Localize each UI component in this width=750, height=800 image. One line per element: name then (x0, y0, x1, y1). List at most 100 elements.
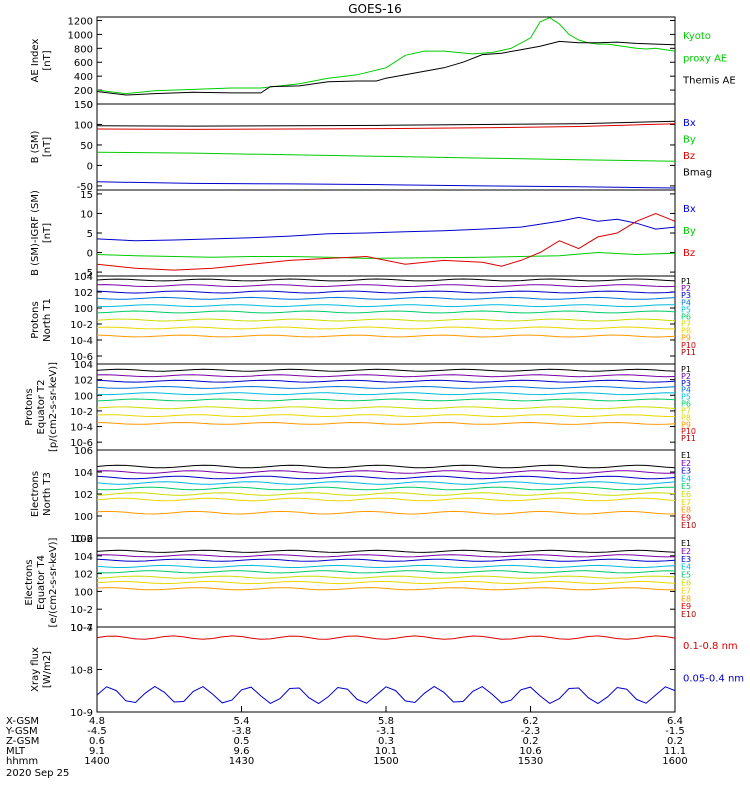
ephemeris-value: 0.2 (523, 736, 539, 747)
legend-b: Bz (683, 151, 695, 162)
legend-pe: P6 (681, 400, 691, 409)
legend-ee: E7 (681, 586, 691, 595)
ytick-label-en: 106 (74, 446, 93, 457)
legend-pn: P4 (681, 298, 691, 307)
legend-pe: P4 (681, 386, 691, 395)
legend-dbrf: Bz (683, 248, 695, 259)
ytick-label-ee: 10-4 (70, 623, 93, 634)
ephemeris-label: Y-GSM (5, 726, 38, 737)
legend-ee: E8 (681, 594, 691, 603)
xray-long-line (96, 635, 676, 640)
flux-line-pn-4 (96, 304, 675, 308)
flux-line-ee-0 (96, 549, 676, 553)
ylabel-pn: North T1 (42, 298, 53, 342)
ytick-label-ee: 104 (74, 552, 93, 563)
panel-frame-ae (96, 16, 676, 105)
ephemeris-value: 6.2 (523, 716, 539, 727)
flux-line-pn-0 (96, 278, 676, 282)
ytick-label-ae: 200 (74, 86, 93, 97)
legend-pe: P8 (681, 413, 691, 422)
legend-en: E1 (681, 451, 691, 460)
ephemeris-value: -3.1 (376, 726, 396, 737)
legend-b: Bmag (683, 168, 712, 179)
ephemeris-label: hhmm (6, 756, 38, 767)
flux-line-ee-2 (96, 558, 676, 562)
ylabel-ae: [nT] (42, 50, 53, 70)
legend-pn: P10 (681, 341, 696, 350)
ytick-label-pn: 104 (74, 272, 93, 283)
flux-line-pe-4 (96, 392, 676, 396)
ylabel-pe: Equator T2 (36, 380, 47, 435)
ytick-label-pe: 10-6 (70, 438, 93, 449)
series-ae-1 (96, 40, 676, 96)
flux-line-en-5 (96, 492, 676, 496)
ylabel-b: [nT] (42, 137, 53, 157)
ephemeris-value: 1500 (373, 756, 398, 767)
ytick-label-b: 0 (87, 161, 93, 172)
legend-pn: P3 (681, 291, 691, 300)
flux-line-en-6 (96, 497, 676, 502)
legend-pn: P6 (681, 312, 691, 321)
ephemeris-value: 10.6 (519, 746, 541, 757)
ephemeris-value: 10.1 (375, 746, 397, 757)
flux-line-pe-8 (96, 421, 676, 425)
ytick-label-dbrf: 5 (87, 229, 93, 240)
flux-line-ee-7 (96, 587, 675, 591)
series-b-0 (96, 120, 676, 127)
legend-ee: E5 (681, 571, 691, 580)
flux-line-pe-1 (96, 374, 676, 378)
ephemeris-value: -2.3 (521, 726, 541, 737)
ylabel-ae: AE Index (30, 38, 41, 82)
flux-line-pe-5 (96, 398, 676, 402)
flux-line-pe-6 (96, 406, 676, 410)
flux-line-pn-3 (96, 296, 676, 300)
legend-ae: Kyoto (683, 31, 711, 42)
legend-pn: P1 (681, 277, 691, 286)
ytick-label-xray: 10-8 (70, 666, 93, 677)
ephemeris-label: MLT (6, 746, 26, 757)
flux-line-en-1 (96, 470, 676, 474)
legend-b: Bx (683, 118, 696, 129)
ephemeris-value: 0.3 (378, 736, 394, 747)
legend-dbrf: Bx (683, 204, 696, 215)
flux-line-ee-5 (96, 575, 676, 579)
ephemeris-value: 0.5 (234, 736, 250, 747)
flux-line-pn-2 (96, 290, 676, 294)
legend-ae: Themis AE (682, 76, 736, 87)
flux-line-ee-3 (96, 564, 676, 569)
ytick-label-ee: 106 (74, 534, 93, 545)
ylabel-xray: [W/m2] (42, 651, 53, 688)
flux-line-ee-4 (96, 570, 676, 574)
ytick-label-ae: 1000 (68, 30, 93, 41)
ylabel-pn: Protons (30, 301, 41, 338)
ytick-label-b: -50 (77, 182, 93, 193)
legend-pn: P8 (681, 327, 691, 336)
legend-xray: 0.05-0.4 nm (683, 674, 744, 685)
legend-pe: P3 (681, 379, 691, 388)
legend-en: E3 (681, 467, 691, 476)
ephemeris-value: 5.8 (378, 716, 394, 727)
legend-pe: P11 (681, 434, 696, 443)
ephemeris-value: 11.1 (664, 746, 686, 757)
flux-line-en-3 (96, 481, 676, 485)
ytick-label-pe: 104 (74, 360, 93, 371)
ytick-label-ee: 10-2 (70, 605, 93, 616)
flux-line-pn-8 (96, 334, 676, 338)
series-dbrf-2 (96, 212, 676, 271)
ytick-label-en: 10-2 (70, 534, 93, 545)
ytick-label-ae: 400 (74, 72, 93, 83)
ephemeris-label: X-GSM (6, 716, 39, 727)
ytick-label-b: 150 (74, 100, 93, 111)
ylabel-ee: Equator T4 (36, 555, 47, 610)
series-b-1 (96, 123, 676, 130)
ephemeris-value: 1530 (518, 756, 543, 767)
ylabel-en: North T3 (42, 472, 53, 516)
ephemeris-value: -1.5 (665, 726, 685, 737)
series-ae-0 (96, 17, 676, 95)
flux-line-en-4 (96, 486, 676, 491)
ephemeris-value: 4.8 (89, 716, 105, 727)
ylabel-en: Electrons (30, 471, 41, 517)
legend-ee: E9 (681, 602, 691, 611)
legend-ee: E4 (681, 563, 691, 572)
